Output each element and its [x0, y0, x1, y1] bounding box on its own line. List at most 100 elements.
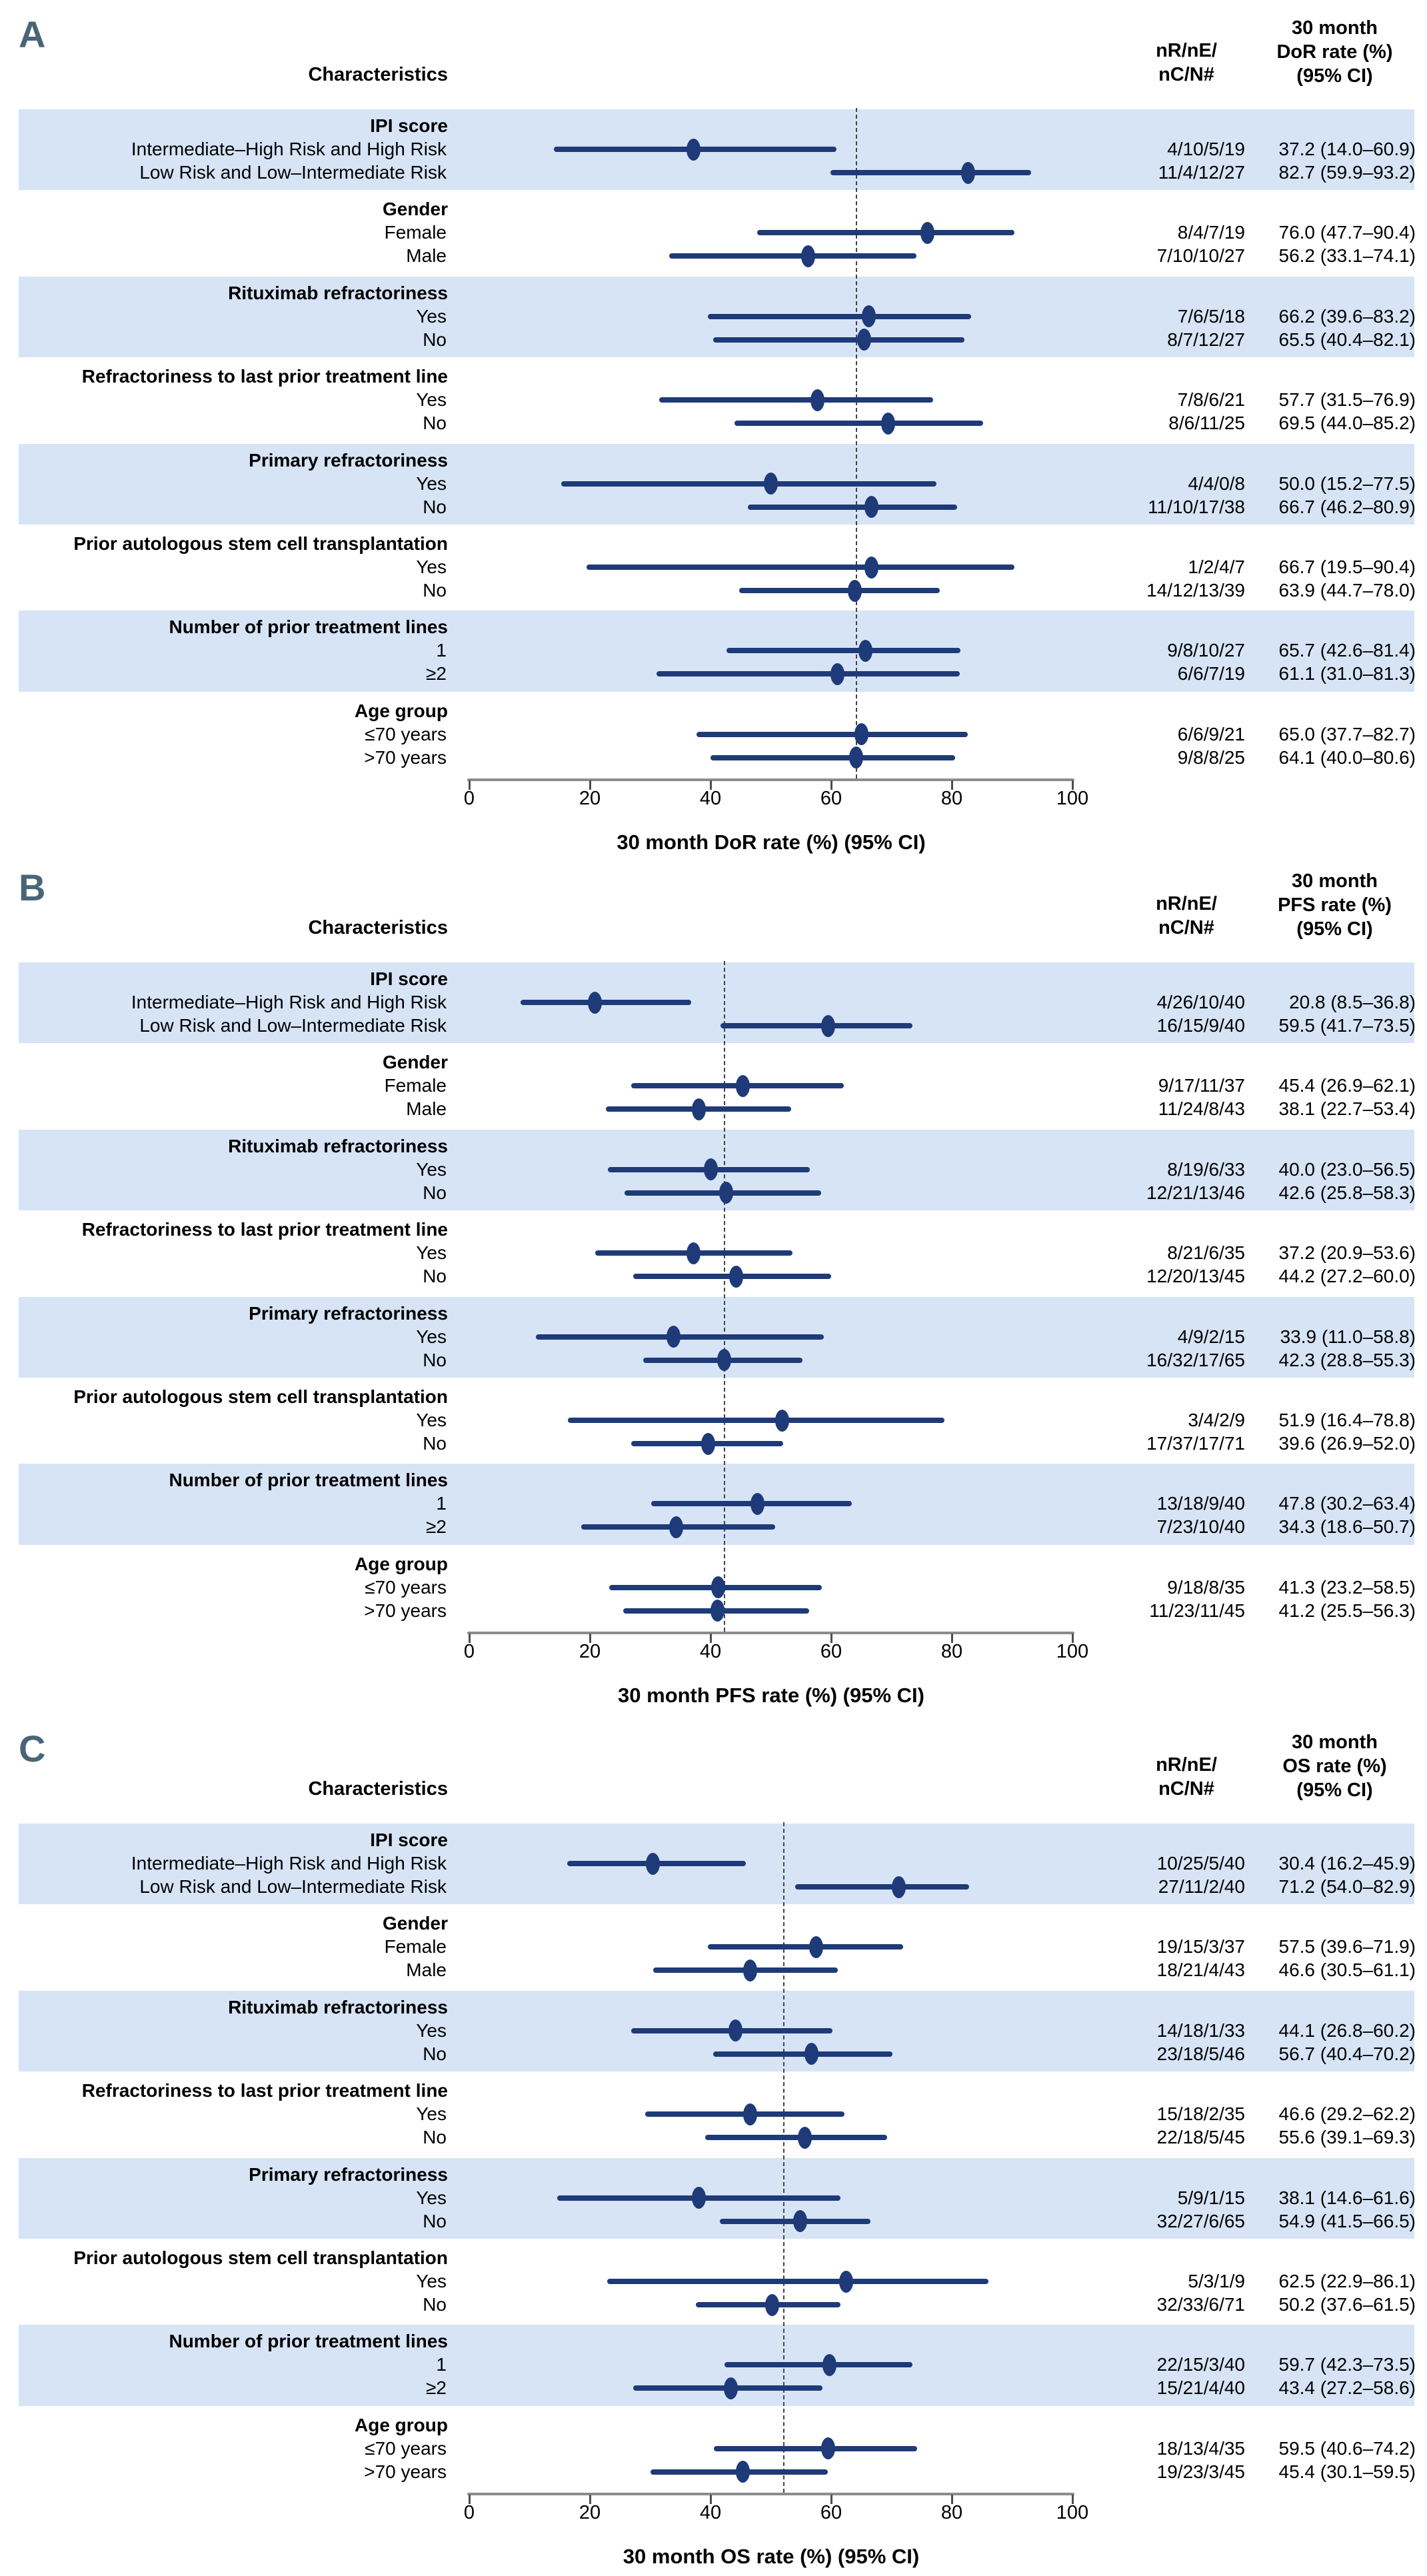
row-label: Yes: [416, 2019, 447, 2041]
counts-value: 19/23/3/45: [1156, 2461, 1245, 2482]
x-axis-tick: [950, 1634, 953, 1643]
x-axis-tick-label: 60: [820, 788, 842, 809]
point-estimate-marker: [820, 2437, 835, 2460]
ci-line: [708, 313, 971, 319]
ci-line: [713, 2051, 893, 2057]
rate-ci-value: 57.7 (31.5–76.9): [1278, 389, 1416, 411]
outcome-column-header: 30 month DoR rate (%) (95% CI): [1250, 16, 1420, 88]
rate-ci-value: 76.0 (47.7–90.4): [1278, 222, 1416, 243]
x-axis-tick: [589, 1634, 591, 1643]
point-estimate-marker: [728, 1265, 743, 1288]
counts-value: 18/21/4/43: [1156, 1959, 1245, 1981]
row-label: Female: [384, 222, 447, 243]
group-title: Rituximab refractoriness: [228, 1135, 448, 1156]
row-label: 1: [436, 1493, 447, 1514]
point-estimate-marker: [701, 1432, 715, 1455]
row-label: No: [423, 1266, 447, 1287]
ci-line: [669, 253, 916, 259]
x-axis-tick-label: 40: [699, 788, 722, 809]
row-label: Low Risk and Low–Intermediate Risk: [139, 162, 447, 183]
point-estimate-marker: [764, 2293, 779, 2316]
rate-ci-value: 65.5 (40.4–82.1): [1278, 329, 1416, 350]
rate-ci-value: 56.2 (33.1–74.1): [1278, 245, 1416, 267]
point-estimate-marker: [801, 245, 816, 267]
row-label: No: [423, 496, 447, 517]
counts-value: 15/18/2/35: [1156, 2103, 1245, 2125]
counts-value: 8/4/7/19: [1177, 222, 1245, 243]
row-label: Yes: [416, 2103, 447, 2125]
group-title: Refractoriness to last prior treatment l…: [81, 2080, 448, 2101]
ci-line: [734, 421, 984, 427]
ci-line: [756, 230, 1015, 236]
counts-value: 4/4/0/8: [1188, 473, 1245, 494]
ci-line: [659, 397, 933, 403]
rate-ci-value: 59.5 (41.7–73.5): [1278, 1015, 1416, 1036]
point-estimate-marker: [764, 473, 778, 495]
x-axis-line: [467, 1632, 1074, 1634]
counts-value: 27/11/2/40: [1158, 1876, 1245, 1897]
point-estimate-marker: [864, 556, 879, 579]
row-label: No: [423, 413, 447, 434]
x-axis-title: 30 month DoR rate (%) (95% CI): [617, 830, 926, 854]
x-axis-tick: [709, 1634, 712, 1643]
rate-ci-value: 66.7 (19.5–90.4): [1278, 557, 1416, 577]
rate-ci-value: 41.2 (25.5–56.3): [1278, 1600, 1416, 1621]
x-axis-tick-label: 40: [699, 2502, 722, 2523]
group-band: [19, 961, 1414, 1045]
point-estimate-marker: [736, 2461, 750, 2483]
counts-value: 11/10/17/38: [1148, 496, 1245, 517]
point-estimate-marker: [797, 2126, 812, 2149]
ci-line: [738, 588, 940, 593]
rate-ci-value: 66.2 (39.6–83.2): [1278, 305, 1416, 327]
row-label: Yes: [416, 2271, 447, 2291]
row-label: ≤70 years: [365, 723, 447, 744]
counts-value: 19/15/3/37: [1156, 1936, 1245, 1957]
counts-value: 16/15/9/40: [1156, 1015, 1245, 1036]
point-estimate-marker: [848, 746, 863, 769]
outcome-header-line: (95% CI): [1296, 1780, 1373, 1801]
row-label: Intermediate–High Risk and High Risk: [131, 139, 447, 159]
rate-ci-value: 33.9 (11.0–58.8): [1280, 1326, 1416, 1347]
ci-line: [705, 2135, 888, 2141]
row-label: Female: [384, 1075, 447, 1096]
counts-value: 8/7/12/27: [1167, 329, 1245, 350]
rate-ci-value: 42.6 (25.8–58.3): [1278, 1182, 1416, 1203]
reference-dashed-line: [856, 108, 857, 778]
x-axis-tick: [589, 780, 591, 790]
point-estimate-marker: [587, 991, 602, 1014]
point-estimate-marker: [669, 1516, 683, 1538]
x-axis-tick: [468, 2495, 471, 2504]
counts-value: 8/21/6/35: [1167, 1242, 1245, 1264]
rate-ci-value: 34.3 (18.6–50.7): [1278, 1516, 1416, 1538]
row-label: Low Risk and Low–Intermediate Risk: [139, 1015, 447, 1036]
row-label: >70 years: [364, 746, 447, 768]
counts-header-line: nC/N#: [1158, 64, 1214, 85]
x-axis-title: 30 month OS rate (%) (95% CI): [623, 2545, 920, 2568]
ci-line: [708, 1944, 903, 1950]
outcome-header-line: (95% CI): [1296, 65, 1373, 87]
x-axis-tick: [468, 1634, 471, 1643]
outcome-header-line: 30 month: [1292, 870, 1378, 892]
ci-line: [607, 2279, 989, 2284]
outcome-header-line: 30 month: [1292, 17, 1378, 39]
row-label: ≤70 years: [365, 2437, 447, 2459]
rate-ci-value: 59.7 (42.3–73.5): [1278, 2354, 1416, 2375]
counts-value: 11/23/11/45: [1149, 1600, 1245, 1621]
rate-ci-value: 47.8 (30.2–63.4): [1278, 1493, 1416, 1514]
rate-ci-value: 57.5 (39.6–71.9): [1278, 1936, 1416, 1957]
row-label: Yes: [416, 1158, 447, 1180]
ci-line: [713, 337, 964, 343]
counts-column-header: nR/nE/nC/N#: [1103, 39, 1270, 87]
group-title: Number of prior treatment lines: [169, 2331, 448, 2352]
point-estimate-marker: [687, 1242, 701, 1264]
ci-line: [748, 504, 958, 510]
row-label: No: [423, 2294, 447, 2315]
rate-ci-value: 61.1 (31.0–81.3): [1278, 663, 1416, 684]
rate-ci-value: 54.9 (41.5–66.5): [1278, 2210, 1416, 2231]
group-title: Primary refractoriness: [249, 449, 448, 471]
group-title: Prior autologous stem cell transplantati…: [73, 1386, 448, 1407]
group-title: Rituximab refractoriness: [228, 1996, 448, 2017]
ci-line: [697, 731, 968, 737]
x-axis-tick-label: 0: [463, 2502, 475, 2523]
